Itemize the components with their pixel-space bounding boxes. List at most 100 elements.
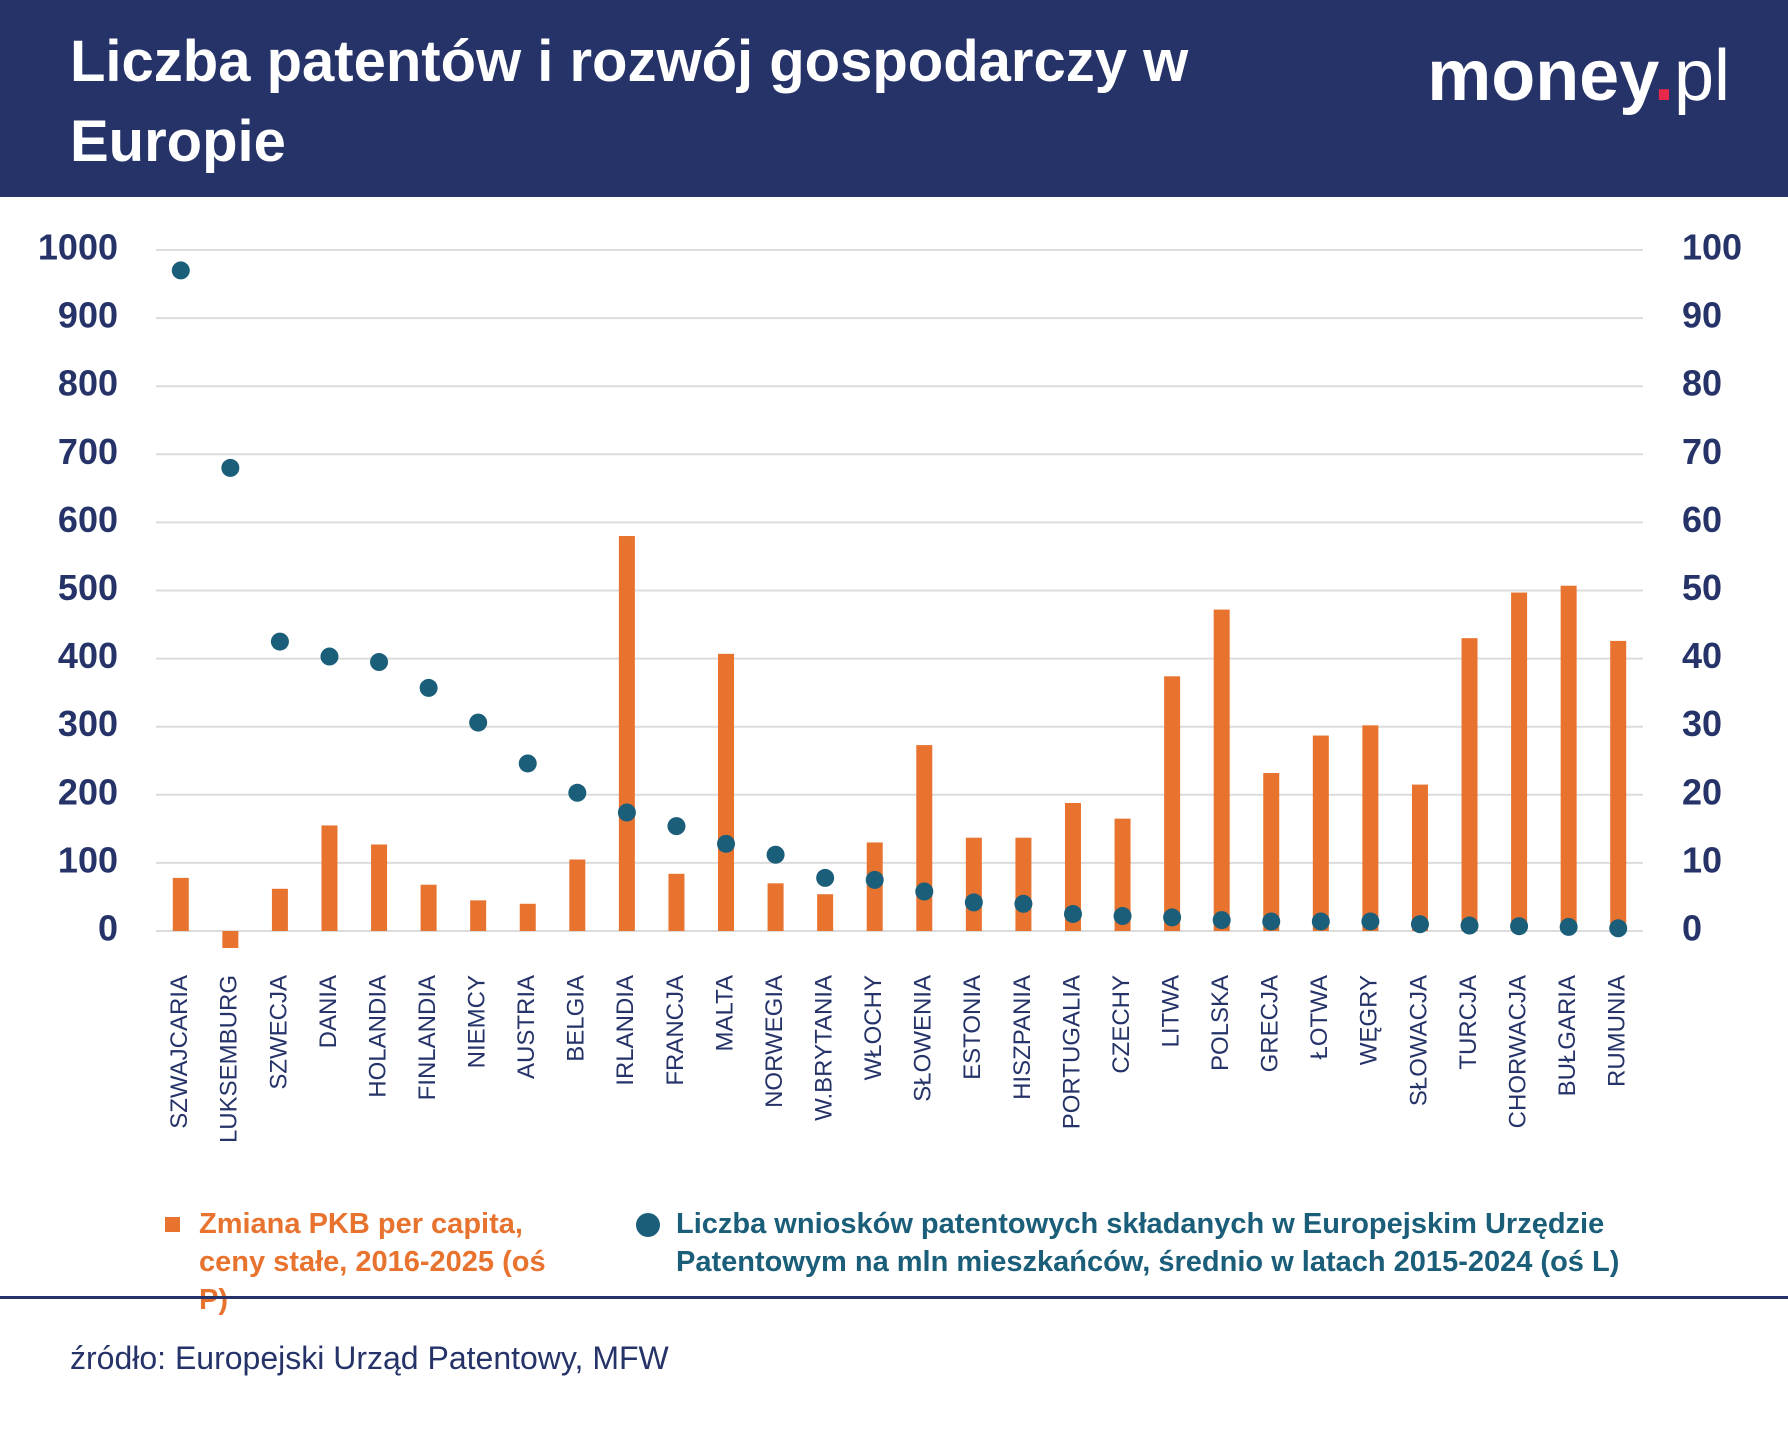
chart-title: Liczba patentów i rozwój gospodarczy w E… [70,29,1189,174]
y2-tick-label: 30 [1682,703,1722,744]
header: Liczba patentów i rozwój gospodarczy w E… [0,0,1788,197]
dot [1460,916,1479,935]
bar [222,931,239,949]
x-tick-label: SZWAJCARIA [166,975,193,1129]
x-tick-label: MALTA [711,975,738,1051]
y-tick-label: 900 [58,295,118,336]
y2-tick-label: 70 [1682,431,1722,472]
dot [221,458,240,477]
dot [1212,911,1231,930]
y-tick-label: 1000 [38,227,118,268]
x-tick-label: BELGIA [563,975,590,1062]
dot [617,803,636,822]
dot [1014,894,1033,913]
bar [1461,638,1478,931]
y-tick-label: 200 [58,771,118,812]
separator [0,1296,1788,1299]
logo-suffix: pl [1674,36,1730,116]
source: źródło: Europejski Urząd Patentowy, MFW [70,1340,669,1376]
y2-tick-label: 20 [1682,771,1722,812]
x-tick-label: RUMUNIA [1604,975,1631,1087]
x-tick-label: LUKSEMBURG [216,975,243,1143]
x-tick-label: POLSKA [1207,975,1234,1071]
dot [419,678,438,697]
bar [1015,837,1032,931]
bar [668,873,685,931]
logo: money.pl [1427,36,1730,116]
bar [519,903,536,931]
logo-main: money [1427,36,1659,116]
grid [156,249,1643,932]
bar [1362,725,1379,931]
y-tick-label: 600 [58,499,118,540]
x-tick-label: GRECJA [1257,975,1284,1072]
dot [865,870,884,889]
dot [816,868,835,887]
legend-marker [636,1213,660,1237]
x-tick-label: FINLANDIA [414,975,441,1100]
x-tick-label: IRLANDIA [612,975,639,1086]
bar [618,536,635,931]
bar [817,894,834,931]
bar [172,877,189,931]
dot [1361,912,1380,931]
dot [915,882,934,901]
dot [964,893,983,912]
x-tick-label: AUSTRIA [513,975,540,1079]
bar [916,745,933,931]
dot [1163,908,1182,927]
bar [470,900,487,931]
bar [1213,609,1230,931]
x-tick-label: PORTUGALIA [1058,975,1085,1129]
dot [717,834,736,853]
x-tick-label: SZWECJA [265,975,292,1090]
bar [420,884,437,931]
dot [518,754,537,773]
x-tick-label: FRANCJA [662,975,689,1086]
bar [965,837,982,931]
bar [1560,585,1577,931]
x-tick-label: ŁOTWA [1306,975,1333,1059]
dot [1113,907,1132,926]
y-tick-label: 100 [58,839,118,880]
x-tick-label: LITWA [1157,975,1184,1047]
bar [371,844,388,931]
legend-marker [165,1217,180,1232]
legend-text: Liczba wniosków patentowych składanych w… [676,1208,1620,1278]
x-tick-label: BUŁGARIA [1554,975,1581,1096]
y2-tick-label: 100 [1682,227,1742,268]
bar [1064,802,1081,931]
dot [667,817,686,836]
bar [1164,676,1181,931]
bar [1411,784,1428,931]
x-tick-label: CZECHY [1108,975,1135,1074]
y2-tick-label: 90 [1682,295,1722,336]
bar [1610,640,1627,931]
x-tick-label: DANIA [315,975,342,1048]
x-tick-label: CHORWACJA [1504,975,1531,1128]
y2-tick-label: 60 [1682,499,1722,540]
dot [1262,912,1281,931]
x-tick-label: WĘGRY [1356,975,1383,1065]
y-tick-label: 800 [58,363,118,404]
dot [171,261,190,280]
x-tick-label: W.BRYTANIA [810,975,837,1121]
x-tick-label: WŁOCHY [860,975,887,1080]
x-tick-label: SŁOWACJA [1405,975,1432,1106]
y-tick-label: 0 [98,908,118,949]
dot [320,647,339,666]
y2-tick-label: 10 [1682,839,1722,880]
y-tick-label: 300 [58,703,118,744]
y2-tick-label: 0 [1682,908,1702,949]
y2-tick-label: 40 [1682,635,1722,676]
dot [766,845,785,864]
dot [1609,919,1628,938]
x-tick-label: ESTONIA [959,975,986,1080]
bar [718,653,735,931]
dot [370,653,389,672]
bar [569,859,586,931]
bar [1312,735,1329,931]
bar [1263,773,1280,931]
dot [1410,915,1429,934]
